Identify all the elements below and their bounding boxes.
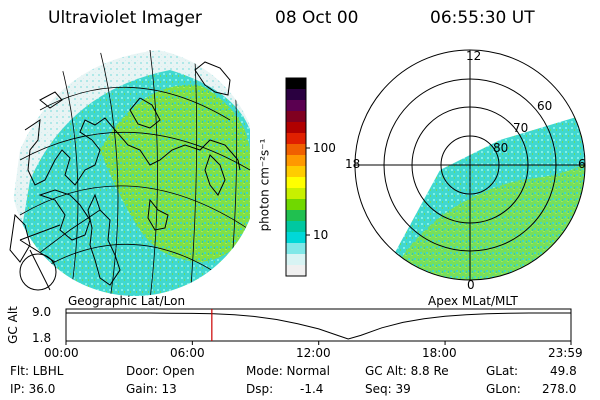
status-glon-value: 278.0 [542, 382, 577, 396]
colorbar-strip [286, 78, 306, 90]
status-dsp-label: Dsp: [246, 382, 274, 396]
timeline-xtick-1200: 12:00 [296, 346, 331, 360]
status-glat-value: 49.8 [550, 364, 577, 378]
colorbar-label-10: 10 [313, 228, 329, 242]
instrument-title: Ultraviolet Imager [48, 8, 202, 28]
mlt-label-18: 18 [345, 157, 360, 171]
status-door: Door: Open [126, 364, 195, 378]
observation-date: 08 Oct 00 [275, 8, 359, 28]
colorbar-strip [286, 155, 306, 167]
mlat-label-80: 80 [493, 141, 508, 155]
status-gc-alt: GC Alt: 8.8 Re [365, 364, 449, 378]
colorbar-strip [286, 265, 306, 277]
timeline-xtick-1800: 18:00 [422, 346, 457, 360]
colorbar-strip [286, 122, 306, 134]
timeline-xtick-0600: 06:00 [170, 346, 205, 360]
status-dsp-value: -1.4 [300, 382, 324, 396]
colorbar-strip [286, 188, 306, 200]
status-ip: IP: 36.0 [10, 382, 56, 396]
colorbar [285, 77, 310, 277]
colorbar-strip [286, 199, 306, 211]
mlt-label-6: 6 [578, 157, 586, 171]
colorbar-strip [286, 144, 306, 156]
coastlines [9, 61, 241, 286]
polar-caption: Apex MLat/MLT [428, 294, 518, 308]
aurora-green-core [100, 84, 250, 263]
polar-grid [354, 49, 586, 281]
mlat-label-70: 70 [513, 121, 528, 135]
timeline-ylabel: GC Alt [5, 306, 20, 344]
status-filter: Flt: LBHL [10, 364, 64, 378]
colorbar-strip [286, 111, 306, 123]
colorbar-label-100: 100 [313, 141, 336, 155]
colorbar-strip [286, 243, 306, 255]
colorbar-strip [286, 177, 306, 189]
mlt-label-0: 0 [467, 278, 475, 292]
geo-caption: Geographic Lat/Lon [68, 294, 186, 308]
colorbar-strip [286, 100, 306, 112]
status-seq: Seq: 39 [365, 382, 411, 396]
colorbar-strip [286, 133, 306, 145]
status-mode: Mode: Normal [246, 364, 330, 378]
status-glat-label: GLat: [486, 364, 519, 378]
colorbar-strip [286, 210, 306, 222]
timeline-xtick-0000: 00:00 [44, 346, 79, 360]
colorbar-strip [286, 221, 306, 233]
mlat-label-60: 60 [537, 99, 552, 113]
timeline-ytick-1-8: 1.8 [32, 331, 52, 345]
timeline-xtick-2359: 23:59 [548, 346, 583, 360]
altitude-curve [66, 312, 571, 340]
status-gain: Gain: 13 [126, 382, 177, 396]
colorbar-strip [286, 254, 306, 266]
status-glon-label: GLon: [486, 382, 521, 396]
colorbar-strip [286, 89, 306, 101]
colorbar-strip [286, 232, 306, 244]
observation-time: 06:55:30 UT [430, 8, 535, 28]
colorbar-strip [286, 166, 306, 178]
mlt-label-12: 12 [466, 49, 481, 63]
timeline-ytick-9: 9.0 [32, 305, 52, 319]
